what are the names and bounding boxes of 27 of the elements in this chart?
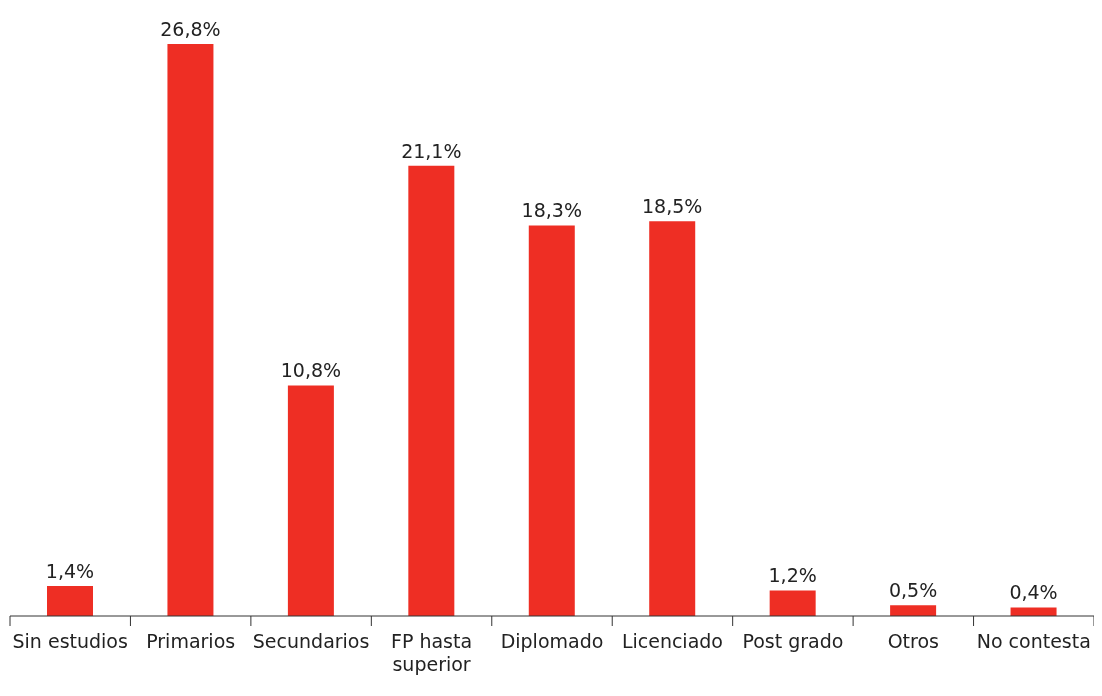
- x-tick-label: Otros: [887, 630, 939, 652]
- x-tick-label: No contesta: [976, 630, 1091, 652]
- bar: [890, 605, 937, 616]
- x-tick-label: Diplomado: [500, 630, 604, 652]
- data-label: 18,3%: [521, 199, 582, 222]
- bar: [649, 221, 696, 616]
- data-label: 10,8%: [280, 359, 342, 382]
- x-tick-label: Post grado: [742, 630, 844, 652]
- bar: [408, 165, 455, 616]
- data-label: 21,1%: [401, 139, 462, 162]
- x-tick-label: Licenciado: [621, 630, 723, 652]
- bar: [769, 590, 816, 616]
- data-label: 1,2%: [768, 564, 817, 587]
- x-tick-label: Secundarios: [252, 630, 370, 652]
- bar: [47, 586, 93, 616]
- data-label: 1,4%: [45, 560, 95, 583]
- data-label: 18,5%: [642, 195, 703, 218]
- data-label: 0,4%: [1009, 581, 1058, 604]
- x-tick-label: Sin estudios: [12, 630, 128, 652]
- bar: [1010, 607, 1057, 616]
- bar: [528, 225, 575, 616]
- x-tick-label: FP hasta superior: [391, 630, 473, 675]
- bar: [287, 385, 334, 616]
- x-tick-label: Primarios: [146, 630, 236, 652]
- bar: [167, 44, 214, 616]
- data-label: 26,8%: [160, 18, 221, 40]
- data-label: 0,5%: [888, 579, 938, 602]
